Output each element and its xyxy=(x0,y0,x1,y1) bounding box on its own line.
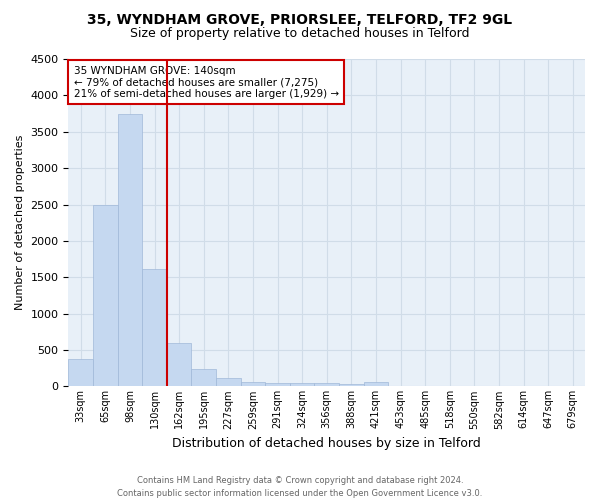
Text: 35, WYNDHAM GROVE, PRIORSLEE, TELFORD, TF2 9GL: 35, WYNDHAM GROVE, PRIORSLEE, TELFORD, T… xyxy=(88,12,512,26)
Bar xyxy=(118,114,142,386)
Bar xyxy=(68,358,93,386)
Bar xyxy=(339,384,364,386)
Bar xyxy=(167,342,191,386)
Bar xyxy=(216,378,241,386)
Bar xyxy=(364,382,388,386)
Text: Size of property relative to detached houses in Telford: Size of property relative to detached ho… xyxy=(130,28,470,40)
X-axis label: Distribution of detached houses by size in Telford: Distribution of detached houses by size … xyxy=(172,437,481,450)
Bar xyxy=(142,268,167,386)
Bar xyxy=(290,384,314,386)
Y-axis label: Number of detached properties: Number of detached properties xyxy=(15,135,25,310)
Text: 35 WYNDHAM GROVE: 140sqm
← 79% of detached houses are smaller (7,275)
21% of sem: 35 WYNDHAM GROVE: 140sqm ← 79% of detach… xyxy=(74,66,338,98)
Bar xyxy=(191,368,216,386)
Bar xyxy=(93,204,118,386)
Text: Contains HM Land Registry data © Crown copyright and database right 2024.
Contai: Contains HM Land Registry data © Crown c… xyxy=(118,476,482,498)
Bar xyxy=(241,382,265,386)
Bar xyxy=(314,384,339,386)
Bar xyxy=(265,383,290,386)
